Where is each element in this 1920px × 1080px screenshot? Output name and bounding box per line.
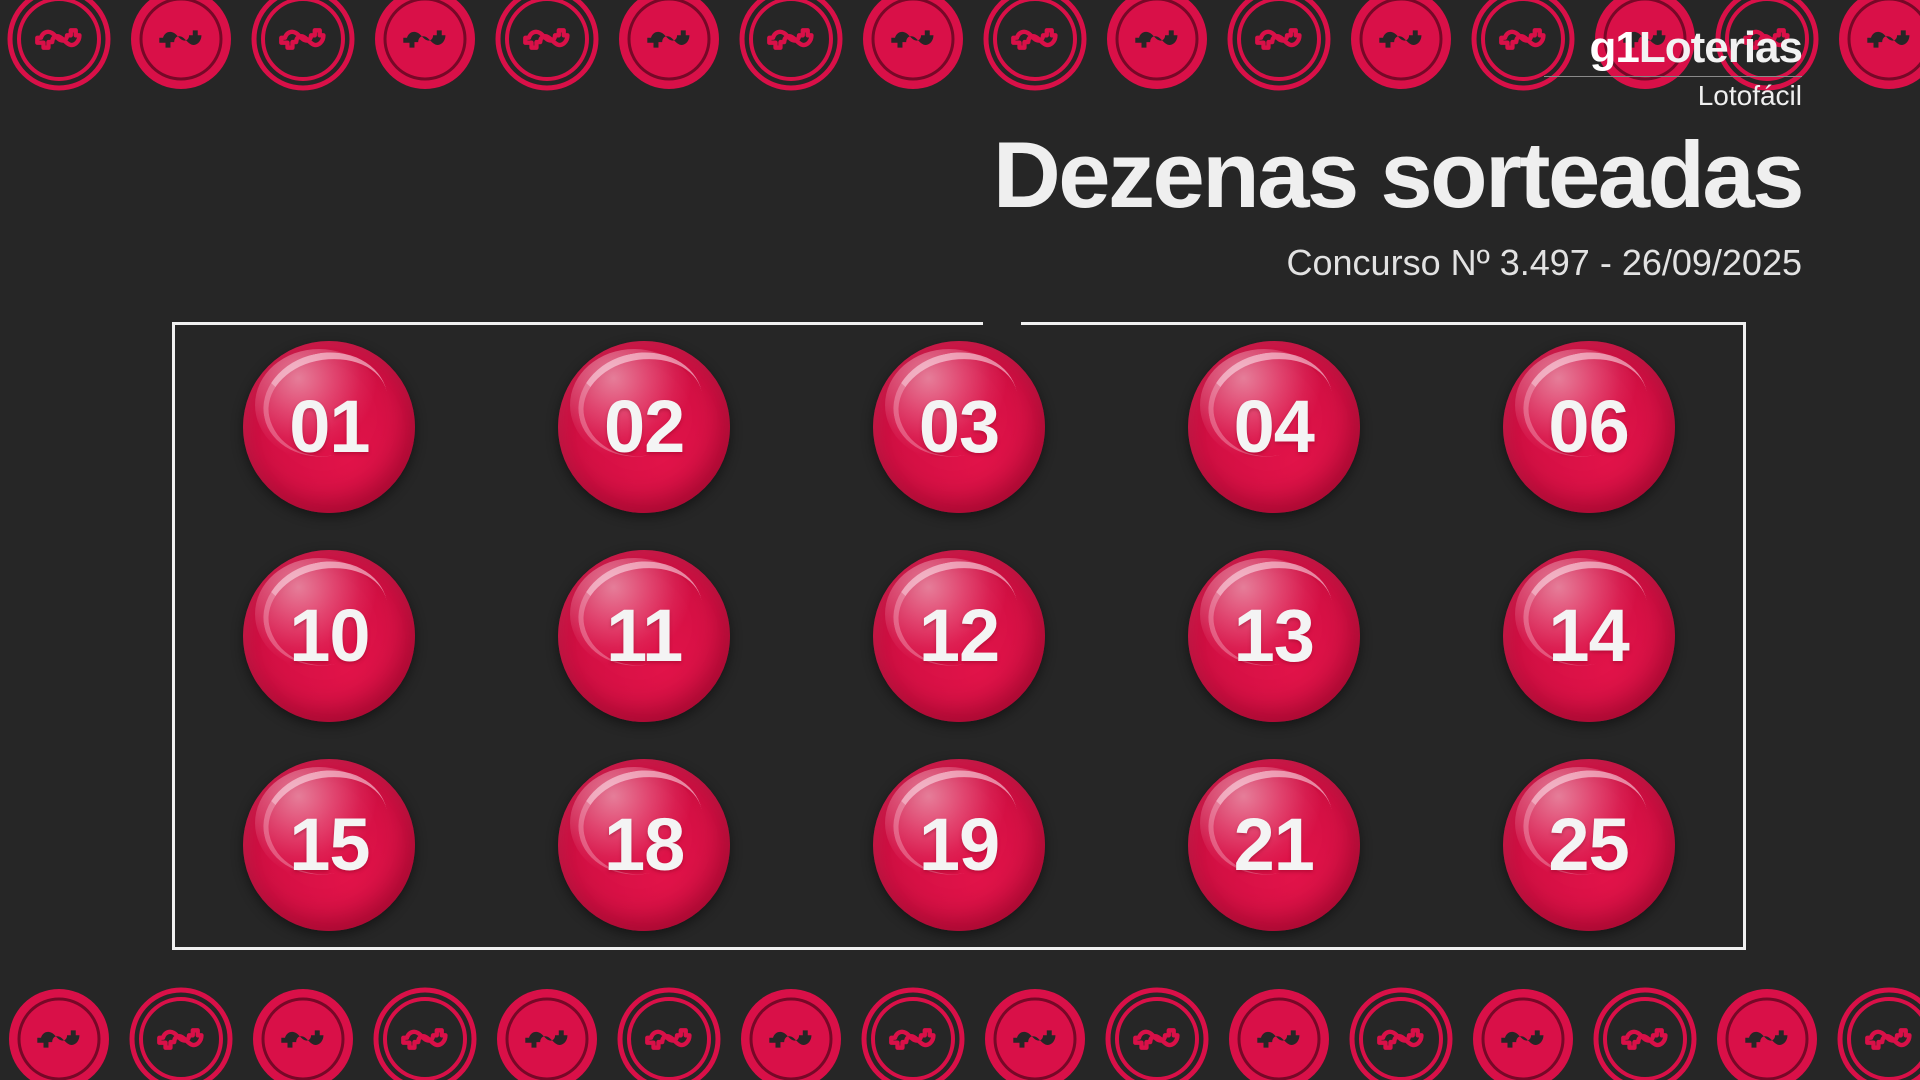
- brand-logo: g1Loterias Lotofácil: [1544, 23, 1803, 111]
- dollar-coin-icon: [1220, 980, 1338, 1080]
- drawn-number-value: 19: [918, 803, 1000, 887]
- game-name-label: Lotofácil: [1697, 80, 1802, 111]
- drawn-number-value: 02: [604, 384, 685, 468]
- dollar-coin-icon: [854, 980, 972, 1080]
- dollar-coin-icon: [976, 980, 1094, 1080]
- logo-g1-text: g1: [1589, 23, 1639, 72]
- dollar-coin-icon: [488, 0, 606, 98]
- drawn-number-ball: 14: [1502, 549, 1675, 722]
- dollar-coin-icon: [854, 0, 972, 98]
- dollar-coin-icon: [1098, 0, 1216, 98]
- drawn-number-ball: 06: [1502, 340, 1675, 513]
- bottom-coin-strip: [0, 978, 1920, 1080]
- drawn-number-ball: 01: [243, 340, 416, 513]
- drawn-number-value: 21: [1233, 803, 1315, 887]
- contest-subtitle: Concurso Nº 3.497 - 26/09/2025: [1286, 242, 1802, 283]
- drawn-number-value: 10: [289, 593, 370, 677]
- logo-divider: [1544, 76, 1802, 77]
- dollar-coin-icon: [1098, 980, 1216, 1080]
- dollar-coin-icon: [488, 980, 606, 1080]
- drawn-number-value: 03: [918, 384, 1000, 468]
- dollar-coin-icon: [0, 980, 118, 1080]
- dollar-coin-icon: [1464, 980, 1582, 1080]
- drawn-number-ball: 02: [558, 340, 731, 513]
- drawn-number-ball: 15: [243, 759, 416, 932]
- drawn-number-ball: 13: [1187, 549, 1360, 722]
- drawn-numbers-grid: 01 02 03 04 06 10 11 12 13 14 15 18 19 21 25: [172, 322, 1746, 950]
- dollar-coin-icon: [976, 0, 1094, 98]
- drawn-number-value: 11: [606, 593, 683, 677]
- drawn-number-ball: 04: [1187, 340, 1360, 513]
- frame-notch: [983, 322, 1021, 326]
- dollar-coin-icon: [1708, 0, 1826, 98]
- dollar-coin-icon: [366, 980, 484, 1080]
- dollar-coin-icon: [732, 980, 850, 1080]
- dollar-coin-icon: [610, 980, 728, 1080]
- drawn-number-value: 15: [289, 803, 370, 887]
- drawn-number-ball: 21: [1187, 759, 1360, 932]
- dollar-coin-icon: [1586, 0, 1704, 98]
- dollar-coin-icon: [122, 980, 240, 1080]
- drawn-number-ball: 10: [243, 549, 416, 722]
- dollar-coin-icon: [1708, 980, 1826, 1080]
- drawn-number-ball: 25: [1502, 759, 1675, 932]
- drawn-number-value: 14: [1548, 593, 1629, 677]
- drawn-number-value: 25: [1548, 803, 1629, 887]
- drawn-number-ball: 12: [872, 549, 1045, 722]
- dollar-coin-icon: [1220, 0, 1338, 98]
- dollar-coin-icon: [1342, 0, 1460, 98]
- logo-primary-text: g1Loterias: [1544, 23, 1803, 72]
- drawn-number-value: 18: [604, 803, 685, 887]
- dollar-coin-icon: [122, 0, 240, 98]
- drawn-number-value: 06: [1548, 384, 1629, 468]
- dollar-coin-icon: [244, 0, 362, 98]
- logo-loterias-text: Loterias: [1638, 23, 1803, 72]
- drawn-number-value: 01: [289, 384, 370, 468]
- dollar-coin-icon: [610, 0, 728, 98]
- dollar-coin-icon: [244, 980, 362, 1080]
- dollar-coin-icon: [1830, 980, 1920, 1080]
- drawn-number-value: 13: [1233, 593, 1315, 677]
- dollar-coin-icon: [0, 0, 118, 98]
- drawn-number-ball: 19: [872, 759, 1045, 932]
- drawn-number-value: 12: [918, 593, 1000, 677]
- drawn-number-ball: 18: [558, 759, 731, 932]
- dollar-coin-icon: [1342, 980, 1460, 1080]
- drawn-number-ball: 03: [872, 340, 1045, 513]
- dollar-coin-icon: [732, 0, 850, 98]
- results-frame: [172, 322, 1746, 950]
- page-title: Dezenas sorteadas: [992, 122, 1805, 227]
- dollar-coin-icon: [1830, 0, 1920, 98]
- drawn-number-value: 04: [1233, 384, 1315, 468]
- top-coin-strip: [0, 0, 1920, 100]
- dollar-coin-icon: [1464, 0, 1582, 98]
- dollar-coin-icon: [366, 0, 484, 98]
- drawn-number-ball: 11: [558, 549, 731, 722]
- dollar-coin-icon: [1586, 980, 1704, 1080]
